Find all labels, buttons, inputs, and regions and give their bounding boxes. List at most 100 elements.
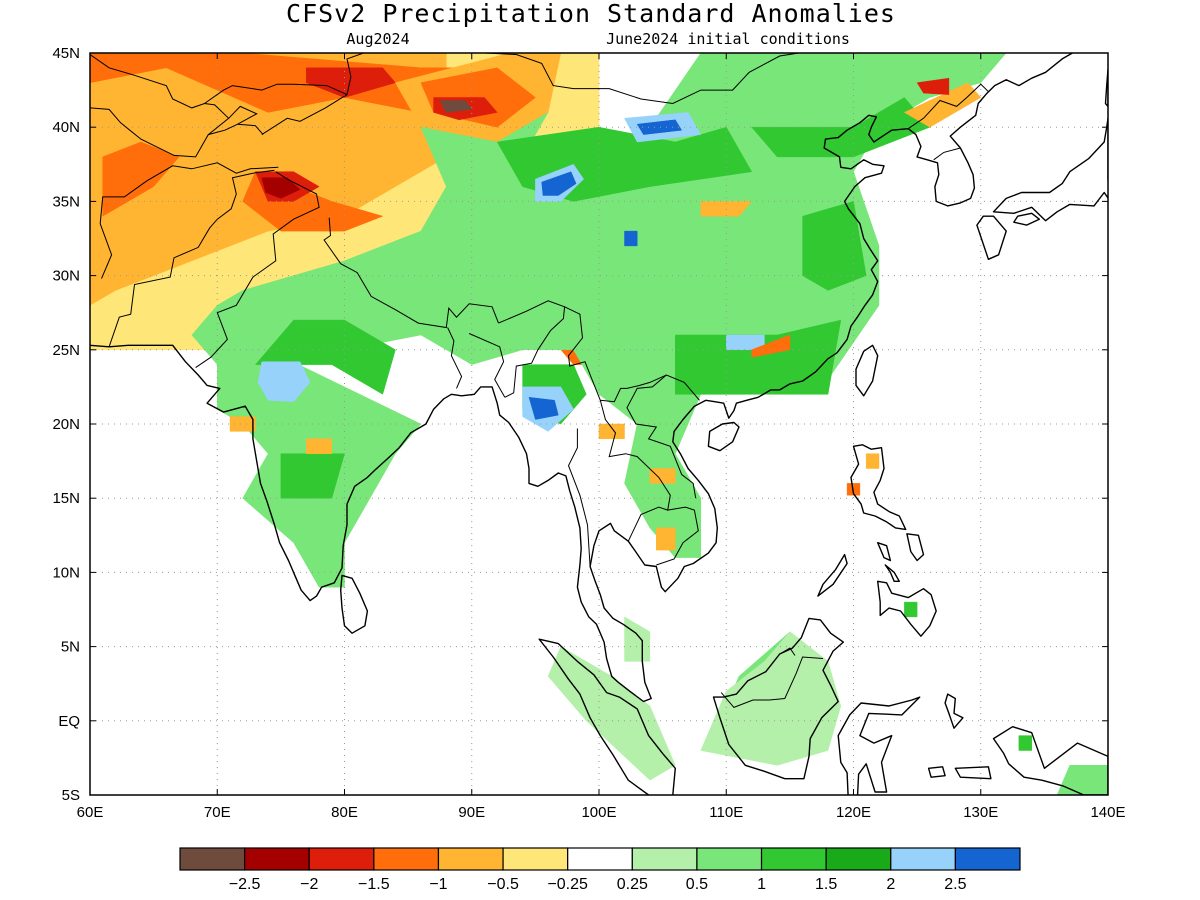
anomaly-region	[1018, 735, 1032, 751]
anomaly-region	[541, 171, 577, 196]
map-title: CFSv2 Precipitation Standard Anomalies	[286, 0, 896, 28]
colorbar-label: 1.5	[815, 876, 837, 893]
colorbar-swatch	[760, 847, 827, 871]
country-border	[564, 306, 700, 403]
colorbar: −2.5 −2 −1.5 −1 −0.5 −0.25 0.25 0.5 1 1.5 2 2.5	[179, 847, 1021, 893]
colorbar-swatch	[502, 847, 569, 871]
island-coastline	[538, 638, 676, 795]
colorbar-label: −1.5	[358, 876, 390, 893]
island-coastline	[954, 766, 992, 780]
country-border	[626, 374, 697, 499]
colorbar-swatch	[631, 847, 698, 871]
country-border	[204, 83, 348, 104]
island-coastline	[855, 344, 879, 397]
anomaly-map	[90, 53, 1108, 795]
colorbar-label: 2.5	[944, 876, 966, 893]
island-coastline	[976, 215, 1007, 260]
country-border	[90, 54, 230, 119]
map-axes: 60E 70E 80E 90E 100E 110E 120E 130E 140E 45N 40N 35…	[52, 45, 1125, 821]
colorbar-swatch	[890, 847, 956, 871]
colorbar-swatch	[696, 847, 763, 871]
island-coastline	[877, 580, 937, 637]
colorbar-label: −1	[429, 876, 447, 893]
colorbar-swatch	[373, 847, 440, 871]
colorbar-label: −0.25	[547, 876, 588, 893]
country-border	[207, 105, 258, 135]
colorbar-label: 1	[757, 876, 766, 893]
lat-tick-label: 10N	[52, 564, 80, 581]
lon-tick-label: 90E	[458, 804, 485, 821]
colorbar-swatch	[437, 847, 504, 871]
colorbar-swatch	[244, 847, 310, 871]
island-coastline	[712, 617, 844, 780]
lat-tick-label: 15N	[52, 490, 80, 507]
lon-tick-label: 70E	[204, 804, 231, 821]
coastlines	[90, 53, 1108, 795]
anomaly-region	[257, 361, 311, 402]
lat-tick-label: 25N	[52, 342, 80, 359]
lon-tick-label: 140E	[1090, 804, 1125, 821]
island-coastline	[817, 553, 848, 597]
island-coastline	[1013, 212, 1041, 226]
country-border	[108, 169, 275, 347]
anomaly-region	[598, 423, 625, 440]
country-border	[627, 506, 668, 542]
country-border	[195, 171, 320, 369]
country-border	[907, 83, 989, 130]
anomaly-region	[254, 319, 396, 395]
anomaly-region	[261, 177, 301, 199]
country-border	[483, 53, 820, 105]
island-coastline	[340, 574, 369, 634]
country-border	[90, 107, 264, 158]
anomaly-region	[624, 230, 638, 247]
anomaly-region	[636, 119, 683, 135]
island-coastline	[707, 421, 740, 452]
lat-tick-label: 40N	[52, 119, 80, 136]
lat-tick-label: 20N	[52, 416, 80, 433]
anomaly-region	[916, 77, 950, 95]
lon-tick-label: 60E	[77, 804, 104, 821]
lon-tick-label: 80E	[331, 804, 358, 821]
island-coastline	[877, 542, 892, 562]
colorbar-swatch	[567, 847, 633, 871]
lon-tick-label: 130E	[963, 804, 998, 821]
country-border	[599, 400, 699, 566]
anomaly-region	[802, 201, 867, 291]
island-coastline	[992, 726, 1108, 795]
anomaly-region	[751, 334, 791, 358]
lat-tick-label: EQ	[58, 713, 80, 730]
anomaly-region	[528, 397, 559, 420]
country-border	[99, 162, 279, 279]
island-coastline	[944, 693, 964, 729]
colorbar-swatch	[954, 847, 1021, 871]
lat-lon-grid	[90, 53, 1108, 795]
initial-conditions: June2024 initial conditions	[606, 30, 850, 48]
forecast-month: Aug2024	[346, 30, 409, 48]
lon-tick-label: 100E	[581, 804, 616, 821]
colorbar-label: 0.25	[617, 876, 648, 893]
island-coastline	[837, 696, 921, 795]
island-coastline	[884, 564, 900, 582]
country-border	[447, 327, 463, 389]
anomaly-region	[102, 141, 180, 217]
country-border	[933, 147, 961, 161]
anomaly-region	[306, 438, 333, 454]
anomaly-region	[700, 631, 842, 766]
anomaly-region	[229, 416, 256, 432]
anomaly-region	[191, 53, 1007, 588]
country-border	[720, 656, 824, 708]
country-border	[261, 53, 366, 136]
anomaly-region	[649, 468, 676, 484]
anomaly-region	[439, 100, 473, 113]
lat-tick-label: 5S	[62, 787, 80, 804]
island-coastline	[992, 117, 1108, 222]
anomaly-region	[904, 601, 918, 618]
lon-tick-label: 120E	[836, 804, 871, 821]
colorbar-label: −0.5	[487, 876, 519, 893]
anomaly-region	[865, 453, 880, 469]
anomaly-region	[656, 527, 676, 551]
country-border	[469, 333, 506, 398]
colorbar-label: −2.5	[229, 876, 261, 893]
lon-tick-label: 110E	[709, 804, 743, 821]
